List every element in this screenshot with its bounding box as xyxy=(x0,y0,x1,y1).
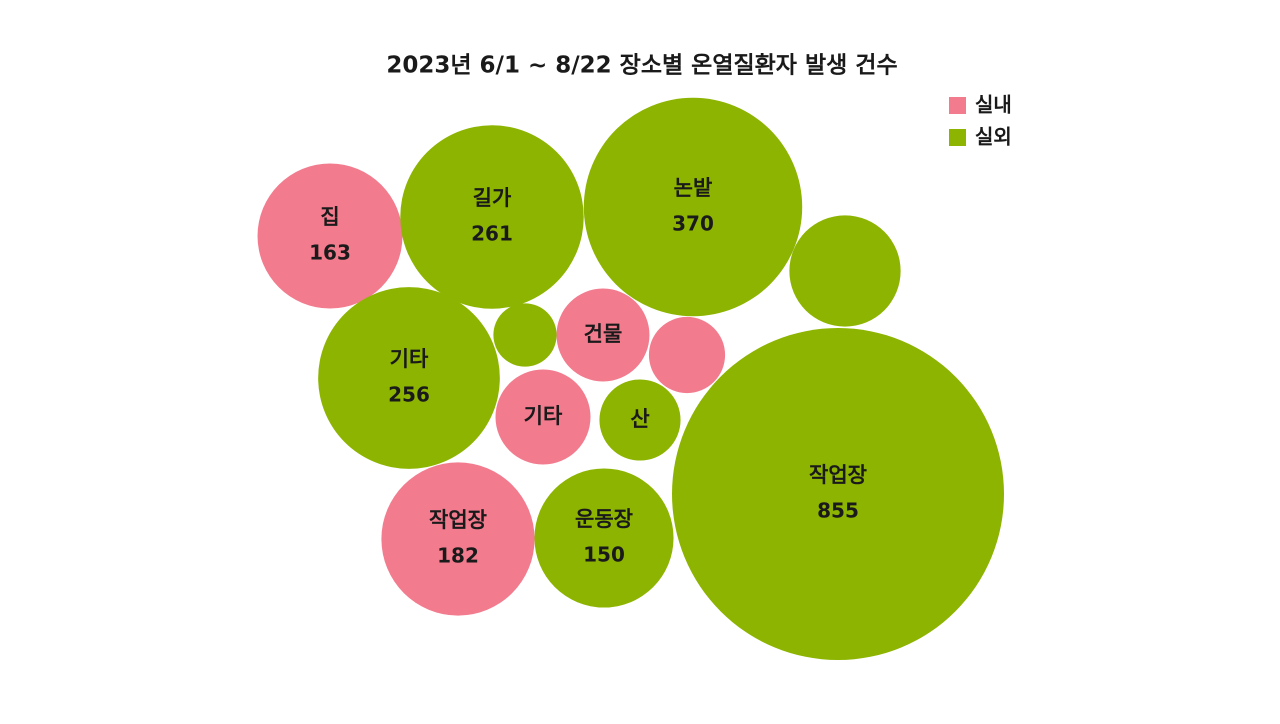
bubble xyxy=(556,288,650,382)
bubble xyxy=(318,287,500,469)
bubble xyxy=(381,462,535,616)
bubble xyxy=(648,316,726,394)
value-label: 256 xyxy=(388,383,430,407)
chart-title: 2023년 6/1 ~ 8/22 장소별 온열질환자 발생 건수 xyxy=(386,53,897,79)
bubble xyxy=(493,303,557,367)
bubble-label: 작업장 xyxy=(429,508,487,532)
bubble xyxy=(672,328,1004,660)
bubble xyxy=(495,369,591,465)
legend-label: 실외 xyxy=(975,125,1012,149)
bubble-label: 집 xyxy=(320,205,339,229)
value-label: 370 xyxy=(672,212,714,236)
bubble xyxy=(583,97,803,317)
value-label: 182 xyxy=(437,544,479,568)
bubble xyxy=(599,379,681,461)
bubble-label: 건물 xyxy=(584,322,623,346)
bubble-label: 산 xyxy=(630,407,649,431)
value-label: 261 xyxy=(471,222,513,246)
bubble-label: 작업장 xyxy=(809,463,867,487)
legend-label: 실내 xyxy=(975,93,1012,117)
bubble xyxy=(400,125,584,309)
bubble xyxy=(789,215,901,327)
value-label: 855 xyxy=(817,499,859,523)
bubble-label: 논밭 xyxy=(674,176,713,200)
bubble-label: 기타 xyxy=(390,347,429,371)
bubble-label: 기타 xyxy=(524,404,563,428)
bubble xyxy=(257,163,403,309)
bubble-label: 운동장 xyxy=(575,507,633,531)
bubble xyxy=(534,468,674,608)
value-label: 150 xyxy=(583,543,625,567)
legend-swatch xyxy=(949,129,966,146)
value-label: 163 xyxy=(309,241,351,265)
bubble-label: 길가 xyxy=(473,186,512,210)
legend-swatch xyxy=(949,97,966,114)
